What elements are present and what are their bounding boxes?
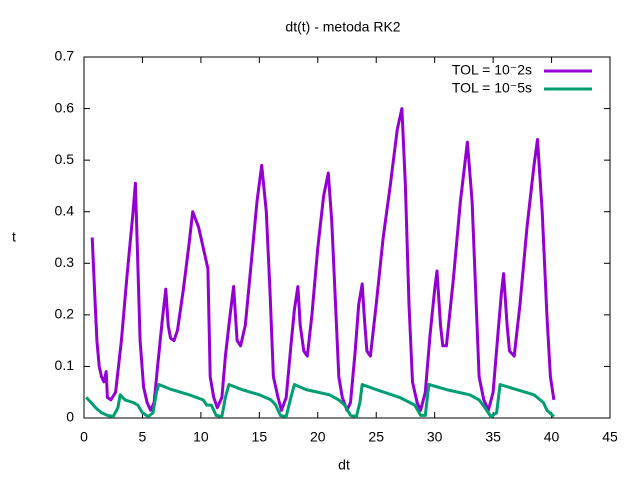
y-tick-label: 0.2 [55,306,75,322]
x-tick-label: 15 [252,429,268,445]
x-tick-label: 40 [544,429,560,445]
y-axis-label: t [12,229,16,245]
plot-border [83,56,611,419]
x-tick-label: 45 [602,429,618,445]
y-tick-label: 0.1 [55,357,75,373]
x-axis-label: dt [338,457,350,473]
chart-title: dt(t) - metoda RK2 [285,19,400,35]
y-tick-label: 0 [66,409,74,425]
y-tick-label: 0.5 [55,151,75,167]
legend-label: TOL = 10⁻2s [452,62,532,78]
x-tick-label: 30 [427,429,443,445]
x-tick-label: 20 [310,429,326,445]
y-tick-label: 0.3 [55,254,75,270]
x-tick-label: 0 [80,429,88,445]
legend-label: TOL = 10⁻5s [452,80,532,96]
x-tick-label: 35 [485,429,501,445]
data-line [90,107,556,412]
x-tick-label: 5 [139,429,147,445]
y-tick-label: 0.7 [55,48,75,64]
x-tick-label: 10 [193,429,209,445]
x-tick-label: 25 [368,429,384,445]
y-tick-label: 0.6 [55,99,75,115]
data-line [85,383,555,418]
y-tick-label: 0.4 [55,202,75,218]
